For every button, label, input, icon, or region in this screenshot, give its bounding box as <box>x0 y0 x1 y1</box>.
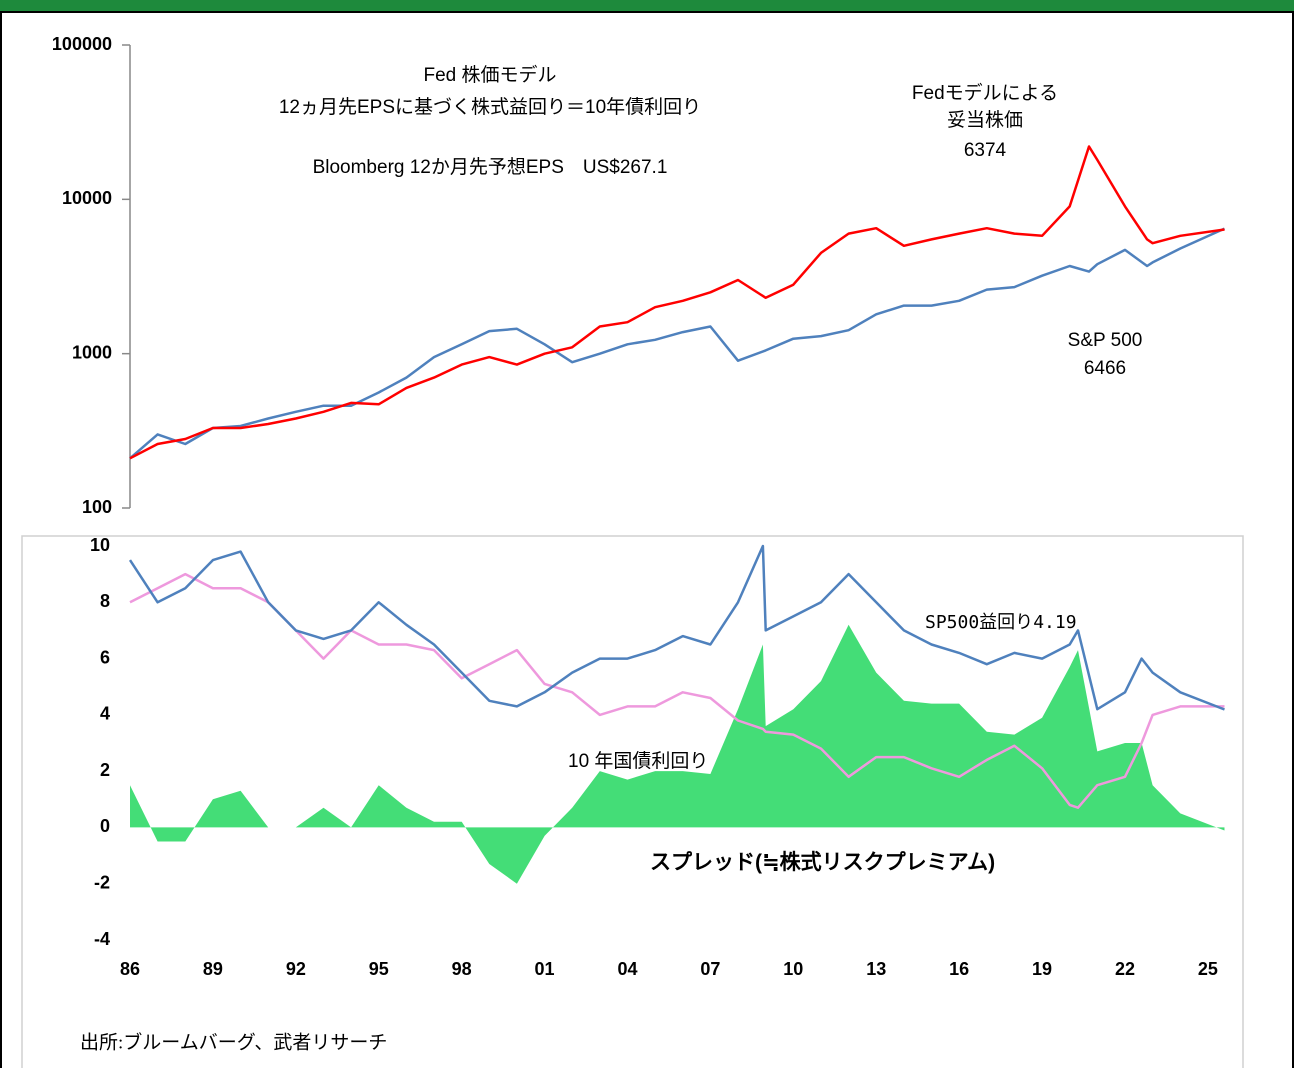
series-name: SP500益回り <box>925 612 1034 633</box>
source: 出所:ブルームバーグ、武者リサーチ <box>80 1030 387 1053</box>
x-tick-label: 16 <box>949 959 969 979</box>
x-tick-label: 07 <box>700 959 720 979</box>
frame <box>0 11 1294 1068</box>
y-tick-label: 100000 <box>52 34 112 54</box>
line <box>129 145 1225 460</box>
x-tick-label: 86 <box>120 959 140 979</box>
x-tick-label: 89 <box>203 959 223 979</box>
value-label: 6466 <box>1083 358 1127 379</box>
series-label: 10 年国債利回り <box>568 751 709 772</box>
y-tick-label: -2 <box>94 872 110 892</box>
panel-frame <box>21 535 1244 1068</box>
y-tick-label: 1000 <box>72 342 112 362</box>
x-tick-label: 04 <box>617 959 637 979</box>
x-tick-label: 95 <box>369 959 389 979</box>
series-label: Fedモデルによる妥当株価 <box>911 83 1059 131</box>
line <box>128 544 1225 711</box>
y-tick-label: 0 <box>100 816 110 836</box>
series-label: S&P 500 <box>1067 330 1143 351</box>
annotation: Bloomberg 12か月先予想EPS US$267.1 <box>312 157 668 178</box>
y-tick-label: 6 <box>100 647 110 667</box>
value-label: 6374 <box>963 140 1007 161</box>
y-tick-label: 10000 <box>62 188 112 208</box>
y-tick-label: 8 <box>100 591 110 611</box>
annotation: 12ヵ月先EPSに基づく株式益回り＝10年債利回り <box>278 97 702 118</box>
x-tick-label: 25 <box>1198 959 1218 979</box>
series-label: SP500益回り4.19 <box>925 608 1077 634</box>
x-tick-label: 13 <box>866 959 886 979</box>
y-tick-label: 4 <box>100 704 110 724</box>
x-tick-label: 22 <box>1115 959 1135 979</box>
x-tick-label: 10 <box>783 959 803 979</box>
line <box>129 227 1226 460</box>
annotation: Fed 株価モデル <box>423 65 557 86</box>
value-label: 4.19 <box>1033 612 1077 633</box>
area <box>130 624 1225 884</box>
series-label: スプレッド(≒株式リスクプレミアム) <box>650 851 996 874</box>
x-tick-label: 19 <box>1032 959 1052 979</box>
line <box>129 572 1225 809</box>
x-tick-label: 98 <box>452 959 472 979</box>
y-tick-label: -4 <box>94 929 110 949</box>
title-banner <box>0 0 1294 12</box>
y-tick-label: 10 <box>90 535 110 555</box>
y-tick-label: 2 <box>100 760 110 780</box>
x-tick-label: 92 <box>286 959 306 979</box>
x-tick-label: 01 <box>535 959 555 979</box>
y-tick-label: 100 <box>82 497 112 517</box>
